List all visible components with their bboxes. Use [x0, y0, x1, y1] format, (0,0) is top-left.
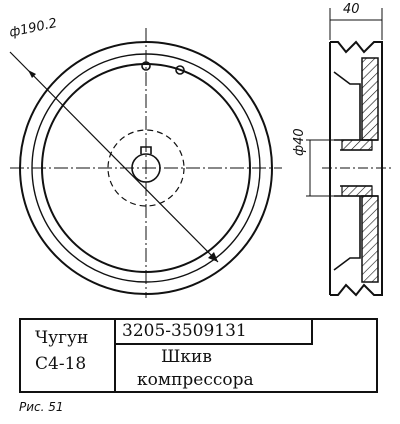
figure-caption: Рис. 51: [19, 400, 64, 414]
hub-hatch: [341, 139, 373, 197]
rim-hatch-top: [361, 57, 379, 141]
pulley-drawing: [9, 8, 392, 298]
material-cell: Чугун С4-18: [21, 320, 116, 391]
bolt-hole-2: [175, 65, 185, 75]
hub-diameter-label: ф40: [292, 128, 307, 156]
rim-hatch-bottom: [361, 195, 379, 283]
part-name-line2: компрессора: [137, 370, 254, 390]
part-name-line1: Шкив: [161, 347, 212, 367]
side-section: [306, 8, 392, 297]
leader-arrow-bottom: [208, 252, 218, 262]
width-dimension-label: 40: [343, 2, 360, 17]
material-grade: С4-18: [35, 354, 87, 374]
web-profile: [333, 71, 361, 271]
leader-arrow-top: [28, 70, 36, 78]
front-view: [9, 28, 282, 298]
material-name: Чугун: [35, 328, 89, 348]
diameter-leader: [9, 51, 219, 263]
hub-outline-dashed: [107, 129, 185, 207]
title-block: Чугун С4-18 3205-3509131 Шкив компрессор…: [19, 318, 378, 393]
part-number-cell: [116, 320, 313, 345]
part-number: 3205-3509131: [122, 321, 247, 341]
